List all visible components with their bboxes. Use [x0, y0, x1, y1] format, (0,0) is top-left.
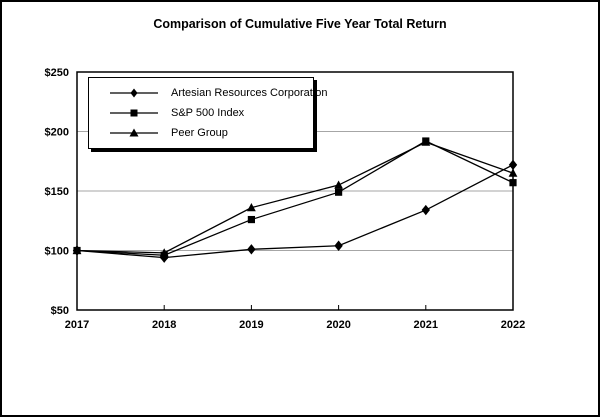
legend-item-sp500: S&P 500 Index	[109, 103, 307, 123]
y-tick-label: $200	[45, 127, 69, 139]
y-tick-label: $250	[45, 67, 69, 79]
y-tick-label: $100	[45, 246, 69, 258]
legend-label-artesian: Artesian Resources Corporation	[171, 87, 328, 99]
x-tick-label: 2021	[414, 319, 438, 331]
chart-title: Comparison of Cumulative Five Year Total…	[153, 17, 447, 31]
legend-label-sp500: S&P 500 Index	[171, 107, 245, 119]
legend: Artesian Resources Corporation S&P 500 I…	[88, 77, 328, 149]
x-tick-label: 2017	[65, 319, 89, 331]
series-line	[76, 141, 514, 254]
square-marker-icon	[110, 109, 158, 117]
x-tick-label: 2019	[239, 319, 263, 331]
y-tick-label: $50	[51, 305, 69, 317]
series-line	[76, 164, 514, 259]
x-tick-label: 2018	[152, 319, 176, 331]
legend-item-peer-group: Peer Group	[109, 123, 307, 143]
diamond-marker-icon	[110, 88, 158, 98]
legend-item-artesian: Artesian Resources Corporation	[109, 83, 328, 103]
legend-label-peer-group: Peer Group	[171, 127, 228, 139]
x-tick-label: 2022	[501, 319, 525, 331]
triangle-marker-icon	[110, 128, 158, 137]
x-tick-label: 2020	[326, 319, 350, 331]
y-tick-label: $150	[45, 186, 69, 198]
series-line	[76, 140, 514, 256]
